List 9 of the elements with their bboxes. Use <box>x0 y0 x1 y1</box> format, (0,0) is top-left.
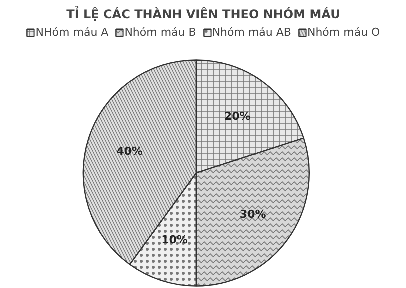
data-label: 40% <box>116 145 143 158</box>
data-label: 10% <box>162 233 188 246</box>
legend-label: Nhóm máu B <box>124 26 196 39</box>
data-label: 20% <box>224 110 251 124</box>
legend-label: Nhóm máu AB <box>212 26 292 39</box>
legend-label: Nhóm máu O <box>307 26 380 39</box>
legend-label: NHóm máu A <box>36 26 109 39</box>
data-label: 30% <box>240 208 266 221</box>
chart-title: TỈ LỆ CÁC THÀNH VIÊN THEO NHÓM MÁU <box>66 6 340 22</box>
